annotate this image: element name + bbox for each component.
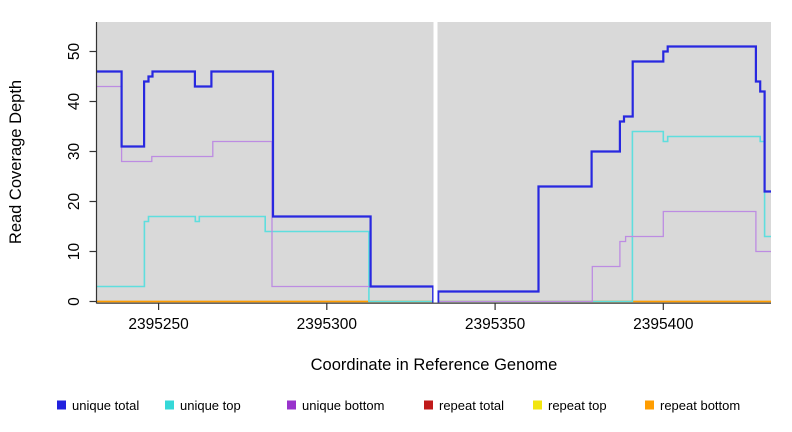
legend-item-unique-bottom: unique bottom — [287, 398, 384, 413]
legend-swatch-unique-total — [57, 400, 66, 410]
legend-item-unique-top: unique top — [165, 398, 241, 413]
legend-swatch-repeat-bottom — [645, 400, 654, 410]
x-tick-label: 2395350 — [465, 316, 526, 333]
legend-item-unique-total: unique total — [57, 398, 139, 413]
legend-label: unique bottom — [302, 398, 384, 413]
gap-band — [433, 21, 438, 303]
legend-label: unique top — [180, 398, 241, 413]
legend: unique total unique top unique bottom repea… — [57, 398, 740, 413]
gap-band-group — [433, 21, 438, 303]
y-tick-label: 0 — [66, 297, 83, 306]
y-tick-label: 20 — [66, 193, 83, 211]
series-unique-bottom — [97, 85, 771, 303]
series-unique-top — [97, 130, 771, 303]
legend-swatch-unique-bottom — [287, 400, 296, 410]
x-tick-label: 2395300 — [297, 316, 358, 333]
legend-swatch-repeat-top — [533, 400, 542, 410]
legend-label: repeat top — [548, 398, 607, 413]
y-tick-label: 50 — [66, 43, 83, 61]
y-tick-label: 10 — [66, 243, 83, 261]
legend-swatch-repeat-total — [424, 400, 433, 410]
x-tick-label: 2395400 — [633, 316, 694, 333]
y-axis-title: Read Coverage Depth — [7, 80, 25, 244]
axes-group: 2395250 2395300 2395350 2395400 0 10 20 30 40 50 — [66, 22, 771, 333]
legend-item-repeat-top: repeat top — [533, 398, 607, 413]
legend-label: repeat bottom — [660, 398, 740, 413]
x-tick-label: 2395250 — [128, 316, 189, 333]
series-unique-total — [97, 45, 771, 303]
y-tick-label: 30 — [66, 143, 83, 161]
y-tick-label: 40 — [66, 93, 83, 111]
legend-label: unique total — [72, 398, 139, 413]
legend-item-repeat-bottom: repeat bottom — [645, 398, 740, 413]
legend-swatch-unique-top — [165, 400, 174, 410]
legend-label: repeat total — [439, 398, 504, 413]
x-axis-title: Coordinate in Reference Genome — [311, 356, 558, 374]
legend-item-repeat-total: repeat total — [424, 398, 504, 413]
